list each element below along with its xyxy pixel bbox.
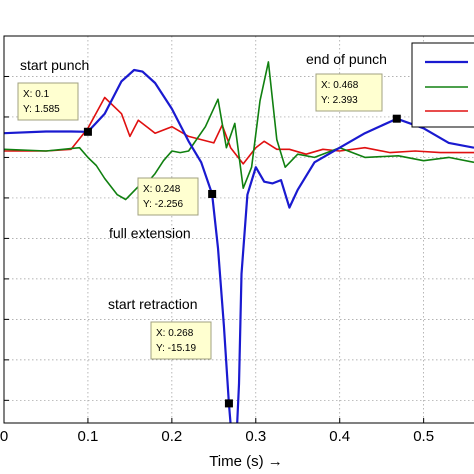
- x-tick-label: 0.3: [245, 428, 266, 445]
- datatip-text: Y: 2.393: [321, 95, 358, 106]
- datatip-box: [150, 321, 212, 360]
- datatip-marker: [224, 399, 233, 408]
- datatip-marker: [83, 127, 92, 136]
- legend-box: [411, 42, 474, 128]
- annotation-label: start retraction: [108, 296, 197, 312]
- annotations: start punch X: 0.1 Y: 1.585 full extension X…: [17, 51, 401, 408]
- x-tick-label: 0: [0, 428, 8, 445]
- x-tick-label: 0.2: [161, 428, 182, 445]
- datatip-box: [17, 82, 79, 121]
- series-line-2: [4, 61, 474, 201]
- plot-frame: [3, 35, 474, 424]
- annotation-label: full extension: [109, 225, 191, 241]
- x-axis-label: Time (s) →: [209, 453, 283, 470]
- datatip-text: X: 0.268: [156, 328, 194, 339]
- datatip-text: Y: -2.256: [143, 199, 183, 210]
- annotation-label: end of punch: [306, 51, 387, 67]
- datatip-box: [137, 177, 199, 216]
- datatip-box: [315, 73, 383, 112]
- annotation-label: start punch: [20, 57, 89, 73]
- datatip-text: X: 0.248: [143, 184, 181, 195]
- datatip-text: X: 0.468: [321, 80, 359, 91]
- x-tick-labels: 0 0.1 0.2 0.3 0.4 0.5: [0, 428, 434, 445]
- x-tick-label: 0.1: [77, 428, 98, 445]
- legend: [411, 42, 474, 128]
- series-lines: [4, 61, 474, 423]
- datatip-text: Y: -15.19: [156, 343, 196, 354]
- series-line-1: [4, 68, 474, 423]
- x-tick-label: 0.5: [413, 428, 434, 445]
- datatip-text: Y: 1.585: [23, 104, 60, 115]
- datatip-text: X: 0.1: [23, 89, 50, 100]
- x-tick-label: 0.4: [329, 428, 350, 445]
- datatip-marker: [392, 114, 401, 123]
- datatip-marker: [208, 189, 217, 198]
